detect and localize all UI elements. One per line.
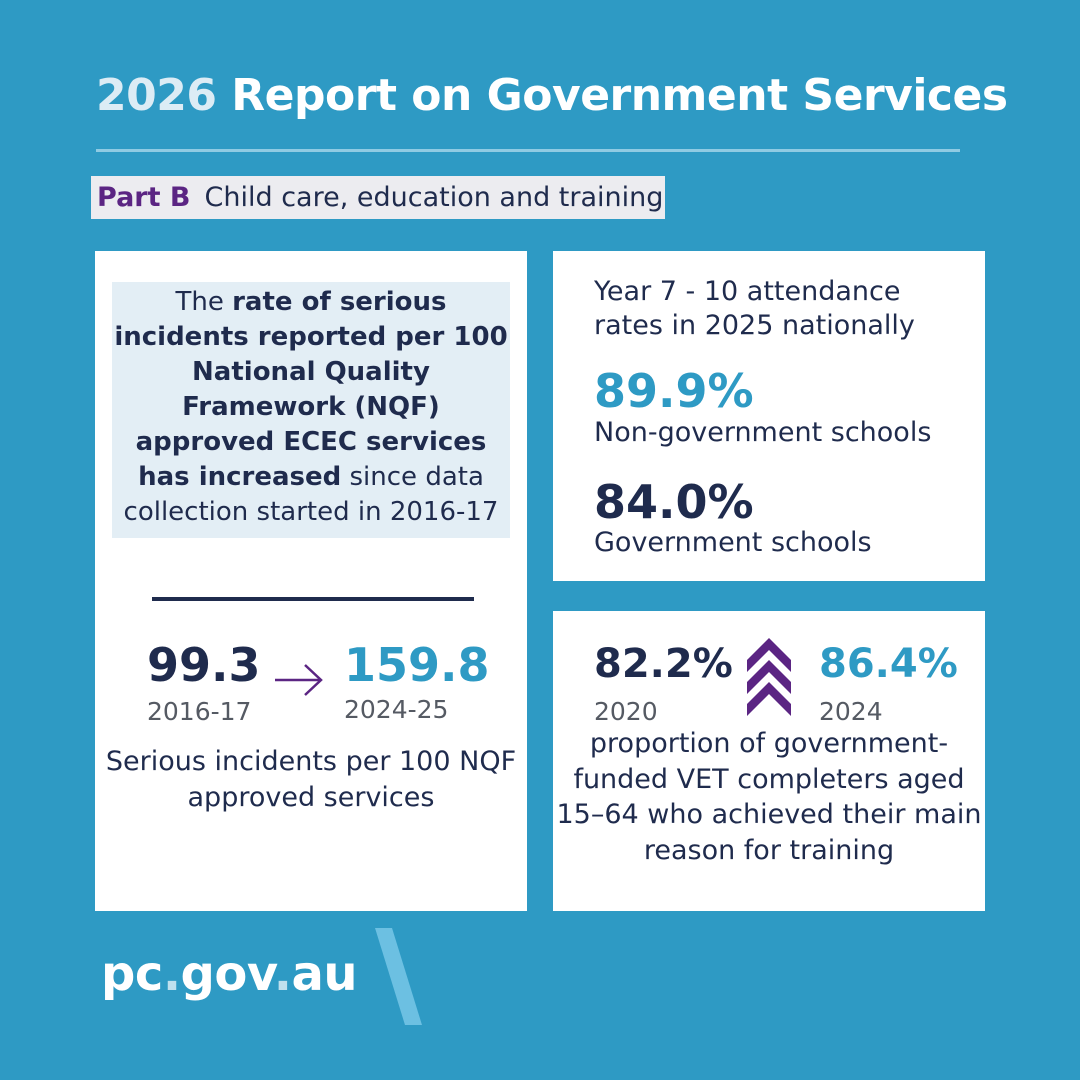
incidents-to-year: 2024-25 xyxy=(344,695,449,724)
incidents-to-value: 159.8 xyxy=(344,638,490,692)
logo-part-gov: gov xyxy=(180,946,275,1002)
part-label: Child care, education and training xyxy=(204,182,664,213)
pc-gov-au-logo: pc.gov.au xyxy=(101,946,358,1002)
part-banner: Part B Child care, education and trainin… xyxy=(91,176,665,219)
slash-mark-icon xyxy=(375,928,422,1025)
vet-from-value: 82.2% xyxy=(594,641,733,687)
logo-part-au: au xyxy=(291,946,358,1002)
vet-to-year: 2024 xyxy=(819,697,883,726)
incidents-intro-tail: since data collection started in 2016-17 xyxy=(123,462,499,527)
logo-part-pc: pc xyxy=(101,946,163,1002)
non-government-attendance-value: 89.9% xyxy=(594,364,754,418)
page-title: 2026 Report on Government Services xyxy=(96,70,1008,121)
government-attendance-value: 84.0% xyxy=(594,475,754,529)
right-arrow-icon xyxy=(275,664,323,696)
vet-caption: proportion of government-funded VET comp… xyxy=(556,728,982,866)
attendance-heading: Year 7 - 10 attendance rates in 2025 nat… xyxy=(594,276,915,341)
report-title: Report on Government Services xyxy=(231,70,1008,121)
incidents-highlight-box: The rate of serious incidents reported p… xyxy=(112,282,510,538)
incidents-divider xyxy=(152,597,474,601)
attendance-card: Year 7 - 10 attendance rates in 2025 nat… xyxy=(553,251,985,581)
vet-completers-card: 82.2% 2020 86.4% 2024 proportion of gove… xyxy=(553,611,985,911)
incidents-intro-text: The xyxy=(175,287,233,317)
incidents-from-value: 99.3 xyxy=(147,638,261,692)
vet-to-value: 86.4% xyxy=(819,641,958,687)
logo-dot: . xyxy=(162,946,181,1002)
non-government-attendance-label: Non-government schools xyxy=(594,417,932,448)
government-attendance-label: Government schools xyxy=(594,527,872,558)
vet-from-year: 2020 xyxy=(594,697,658,726)
incidents-caption: Serious incidents per 100 NQF approved s… xyxy=(105,746,517,813)
report-year: 2026 xyxy=(96,70,217,121)
serious-incidents-card: The rate of serious incidents reported p… xyxy=(95,251,527,911)
part-tag: Part B xyxy=(97,182,191,213)
incidents-intro-bold: rate of serious incidents reported per 1… xyxy=(114,287,508,492)
incidents-from-year: 2016-17 xyxy=(147,697,252,726)
logo-dot: . xyxy=(273,946,292,1002)
triple-chevron-up-icon xyxy=(747,638,791,716)
title-divider xyxy=(96,149,960,152)
